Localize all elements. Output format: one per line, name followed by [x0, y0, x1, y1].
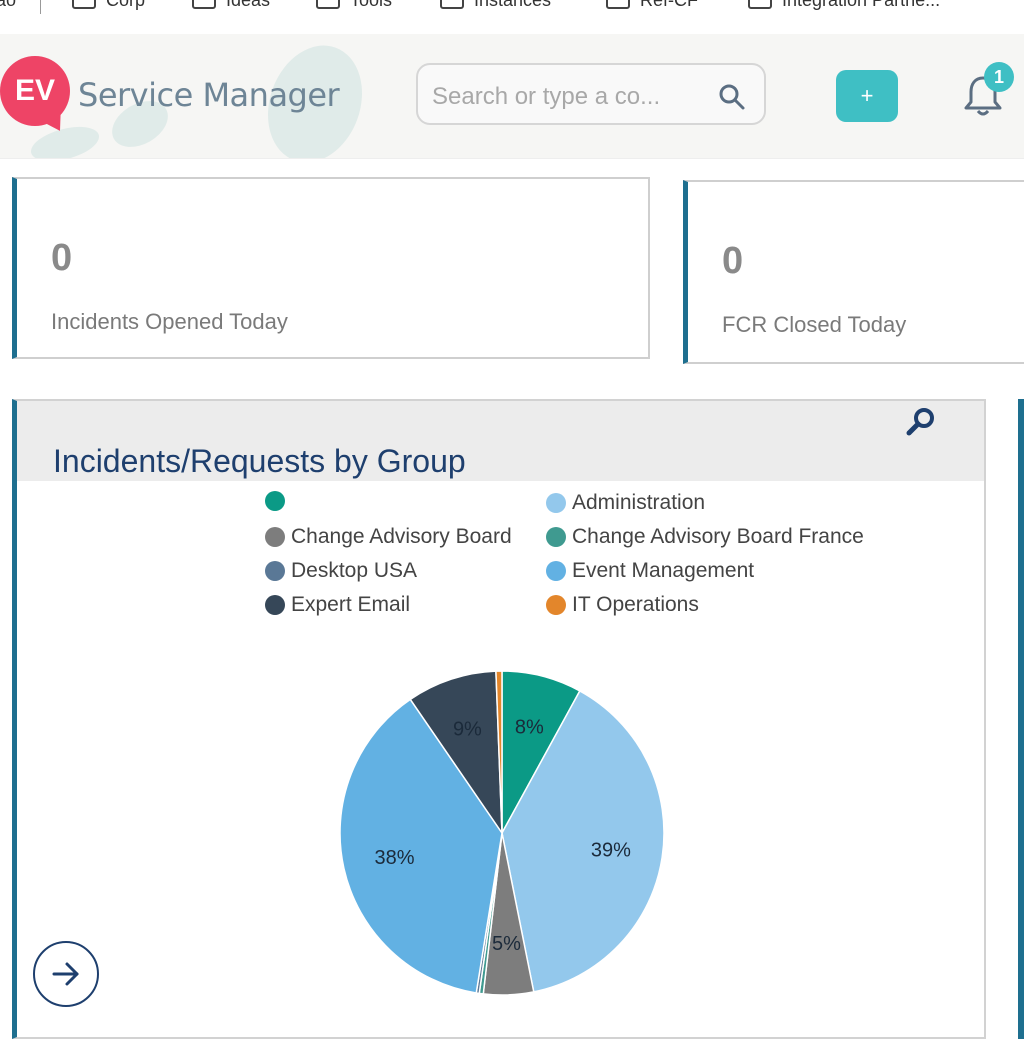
legend-swatch	[265, 561, 285, 581]
bookmark-folder-corp[interactable]: Corp	[72, 0, 145, 11]
folder-icon	[316, 0, 340, 9]
pie-data-label: 39%	[591, 840, 631, 862]
legend-label: Expert Email	[291, 593, 411, 616]
legend-swatch	[546, 493, 566, 513]
bookmarks-bar: ao Corp Ideas Tools Instances Ref-CF Int…	[0, 0, 1024, 35]
legend-swatch	[265, 491, 285, 511]
search-icon[interactable]	[718, 83, 746, 116]
bookmark-label: Ideas	[226, 0, 271, 10]
pie-data-label: 38%	[374, 847, 414, 869]
legend-swatch	[265, 595, 285, 615]
legend-item[interactable]: IT Operations	[546, 593, 699, 617]
legend-label: Change Advisory Board	[291, 525, 512, 548]
widget-header: Incidents/Requests by Group	[17, 401, 984, 481]
folder-icon	[440, 0, 464, 9]
legend-item[interactable]: Change Advisory Board	[265, 525, 512, 549]
pie-data-label: 5%	[492, 933, 521, 955]
bookmark-label: Ref-CF	[640, 0, 698, 10]
notification-badge: 1	[984, 62, 1014, 92]
zoom-icon[interactable]	[904, 405, 938, 444]
legend-swatch	[546, 595, 566, 615]
legend-label: Administration	[572, 491, 706, 514]
app-title: Service Manager	[78, 76, 340, 114]
bookmark-label: Instances	[474, 0, 552, 10]
app-header: EV Service Manager Search or type a co..…	[0, 34, 1024, 158]
legend-item[interactable]	[265, 491, 291, 511]
legend-label: Desktop USA	[291, 559, 418, 582]
legend-item[interactable]: Desktop USA	[265, 559, 417, 583]
search-box[interactable]: Search or type a co...	[416, 63, 766, 125]
widget-title: Incidents/Requests by Group	[53, 443, 466, 479]
legend-swatch	[265, 527, 285, 547]
folder-icon	[606, 0, 630, 9]
dashboard-content: 0 Incidents Opened Today 0 FCR Closed To…	[0, 158, 1024, 1039]
legend-item[interactable]: Expert Email	[265, 593, 410, 617]
legend-label: IT Operations	[572, 593, 699, 616]
stat-value: 0	[51, 237, 73, 279]
pie-data-label: 9%	[453, 718, 482, 740]
next-button[interactable]	[33, 941, 99, 1007]
add-button[interactable]: +	[836, 70, 898, 122]
folder-icon	[748, 0, 772, 9]
bookmark-cut-label[interactable]: ao	[0, 0, 17, 10]
pie-slice[interactable]	[495, 670, 503, 834]
folder-icon	[192, 0, 216, 9]
legend-item[interactable]: Event Management	[546, 559, 754, 583]
bookmark-folder-instances[interactable]: Instances	[440, 0, 551, 11]
bookmark-folder-ref-cf[interactable]: Ref-CF	[606, 0, 698, 11]
pie-chart: 8% 39% 5% 38% 9%	[339, 670, 665, 996]
pie-slice[interactable]	[409, 670, 503, 836]
search-input[interactable]: Search or type a co...	[432, 83, 661, 110]
legend-item[interactable]: Administration	[546, 491, 705, 515]
add-button-label: +	[860, 83, 874, 108]
next-widget-edge	[1018, 399, 1024, 1039]
stat-card-fcr-closed[interactable]: 0 FCR Closed Today	[683, 180, 1024, 364]
stat-label: Incidents Opened Today	[51, 309, 288, 334]
legend-label: Change Advisory Board France	[572, 525, 864, 548]
incidents-by-group-widget: Incidents/Requests by Group Administrati…	[12, 399, 986, 1039]
pie-data-label: 8%	[515, 716, 544, 738]
pie-slice[interactable]	[339, 698, 503, 994]
bookmark-label: Corp	[106, 0, 146, 10]
folder-icon	[72, 0, 96, 9]
stat-value: 0	[722, 240, 744, 282]
logo[interactable]: EV	[0, 56, 70, 126]
arrow-right-icon	[52, 962, 79, 986]
legend-swatch	[546, 561, 566, 581]
bookmark-label: Tools	[350, 0, 393, 10]
bookmark-folder-ideas[interactable]: Ideas	[192, 0, 270, 11]
bookmark-folder-tools[interactable]: Tools	[316, 0, 392, 11]
logo-text: EV	[14, 74, 56, 107]
bookmark-folder-integration[interactable]: Integration Partne...	[748, 0, 940, 11]
bookmark-label: Integration Partne...	[782, 0, 941, 10]
legend-label: Event Management	[572, 559, 755, 582]
pie-slice[interactable]	[501, 689, 665, 993]
legend-item[interactable]: Change Advisory Board France	[546, 525, 864, 549]
bookmark-separator	[40, 0, 41, 14]
stat-card-incidents-opened[interactable]: 0 Incidents Opened Today	[12, 177, 650, 359]
legend-swatch	[546, 527, 566, 547]
stat-label: FCR Closed Today	[722, 312, 907, 337]
